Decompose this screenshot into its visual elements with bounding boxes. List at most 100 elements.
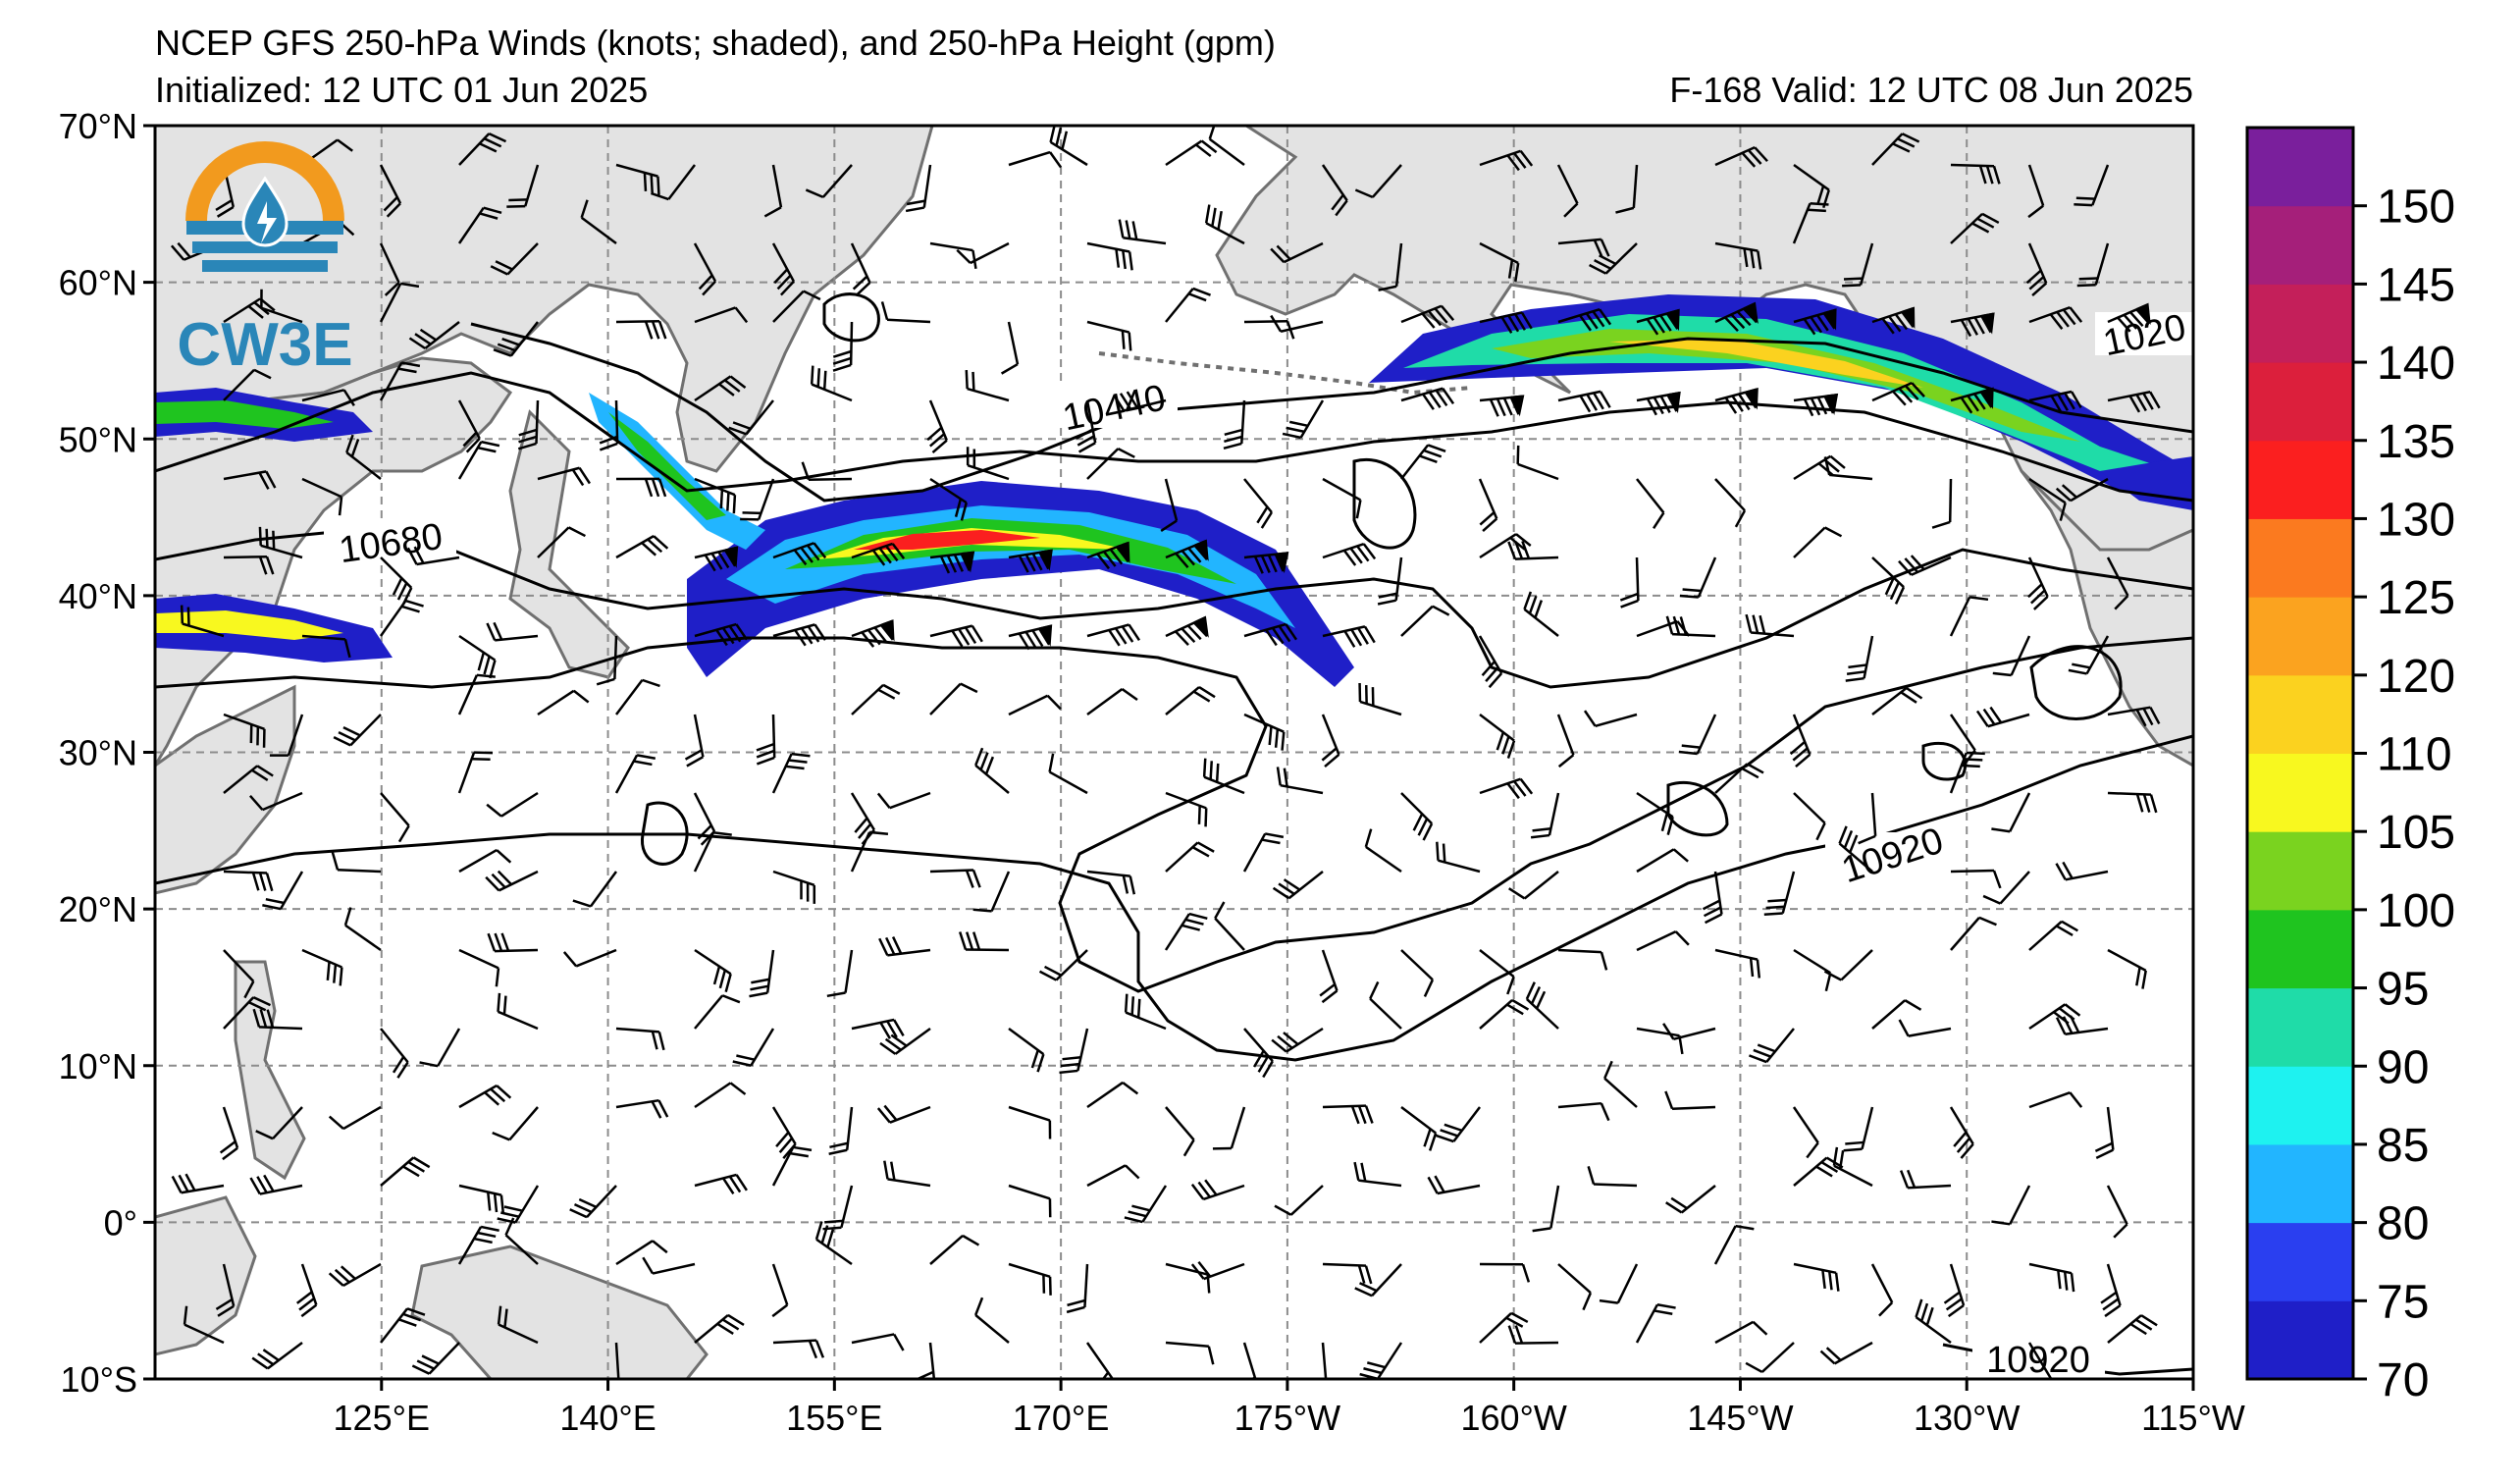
wind-barb xyxy=(1322,625,1376,648)
wind-barb xyxy=(642,1256,696,1275)
wind-barb xyxy=(1282,399,1325,440)
wind-barb xyxy=(1508,871,1559,900)
wind-barb xyxy=(1479,998,1530,1030)
colorbar-tick-label: 80 xyxy=(2377,1198,2429,1250)
wind-barb xyxy=(615,163,660,195)
wind-barb xyxy=(1321,164,1348,217)
colorbar-segment xyxy=(2247,284,2353,363)
wind-barb xyxy=(694,622,749,647)
wind-barb xyxy=(1838,825,1873,873)
wind-barb xyxy=(249,1174,303,1195)
wind-barb xyxy=(1949,751,1985,794)
wind-barb xyxy=(1871,306,1916,335)
wind-barb xyxy=(1619,556,1640,609)
wind-barb xyxy=(1557,390,1611,413)
wind-barb xyxy=(694,477,737,514)
wind-barb xyxy=(537,526,586,558)
wind-barb xyxy=(615,1098,669,1119)
wind-barb xyxy=(223,765,274,794)
wind-barb xyxy=(1714,763,1764,794)
contour-10680 xyxy=(155,528,2193,689)
wind-barb xyxy=(763,164,783,218)
colorbar-segment xyxy=(2247,362,2353,442)
wind-barb xyxy=(1714,1320,1768,1345)
wind-barb xyxy=(1665,1185,1716,1214)
wind-barb xyxy=(2027,1342,2053,1379)
wind-barb xyxy=(1832,1146,1873,1188)
wind-barb xyxy=(457,399,481,453)
wind-barb xyxy=(1086,541,1130,570)
lon-tick-label: 175°W xyxy=(1234,1398,1340,1438)
wind-barb xyxy=(1353,1161,1402,1188)
lon-tick-label: 125°E xyxy=(334,1398,430,1438)
wind-barb xyxy=(1086,623,1141,647)
wind-barb xyxy=(1400,304,1455,329)
wind-barb xyxy=(1842,242,1874,288)
wind-barb xyxy=(1793,308,1837,336)
wind-barb xyxy=(1507,540,1559,560)
wind-barb xyxy=(2076,242,2110,288)
wind-barb xyxy=(1898,555,1952,576)
wind-barb xyxy=(486,621,539,642)
wind-barb xyxy=(1243,478,1273,529)
wind-barb xyxy=(966,447,1010,481)
wind-barb xyxy=(599,399,619,451)
wind-barb xyxy=(1400,605,1450,637)
lon-tick-label: 170°E xyxy=(1013,1398,1109,1438)
wind-barb xyxy=(1378,242,1403,291)
wind-barb xyxy=(328,1105,382,1131)
wind-barb xyxy=(1713,1224,1755,1265)
wind-barb xyxy=(1714,948,1761,979)
wind-barb xyxy=(1557,1263,1593,1311)
wind-barb xyxy=(1583,710,1638,728)
wind-barb xyxy=(458,948,500,987)
wind-barb xyxy=(1165,841,1215,873)
wind-barb xyxy=(1369,980,1402,1030)
wind-barb xyxy=(1943,1263,1966,1318)
jet-central-pacific-green xyxy=(785,518,1236,584)
wind-barb xyxy=(1165,139,1218,167)
colorbar-segment xyxy=(2247,753,2353,832)
wind-barb xyxy=(506,164,540,208)
wind-barb xyxy=(651,164,696,201)
wind-barb xyxy=(1086,241,1133,271)
wind-barb xyxy=(1479,149,1534,172)
wind-barb xyxy=(1557,948,1608,971)
wind-barb xyxy=(1436,841,1481,874)
wind-barb xyxy=(1557,307,1612,332)
wind-barb xyxy=(805,164,853,199)
wind-barb xyxy=(972,871,1011,913)
wind-barb xyxy=(694,1082,747,1109)
wind-barb xyxy=(2094,1106,2115,1159)
land-aleutians xyxy=(1098,351,1473,396)
wind-barb xyxy=(1635,1303,1676,1344)
colorbar-segment xyxy=(2247,205,2353,285)
wind-barb xyxy=(929,477,969,521)
wind-barb xyxy=(1931,478,1953,529)
colorbar-segment xyxy=(2247,128,2353,207)
wind-barb xyxy=(1949,1106,1974,1159)
wind-barb xyxy=(1525,981,1559,1030)
wind-barb xyxy=(810,365,853,402)
wind-barb xyxy=(180,605,225,638)
wind-barb xyxy=(248,791,303,812)
wind-barb xyxy=(1950,387,1994,414)
wind-barb xyxy=(1270,314,1324,333)
wind-barb xyxy=(1745,1342,1795,1374)
wind-barb xyxy=(814,1221,853,1266)
wind-barb xyxy=(1066,1263,1089,1314)
wind-barb xyxy=(1400,444,1446,480)
wind-barb xyxy=(929,551,975,574)
wind-barb xyxy=(379,242,400,296)
wind-barb xyxy=(1322,477,1362,519)
wind-barb xyxy=(1871,686,1923,715)
wind-barb xyxy=(929,624,983,648)
wind-barb xyxy=(749,949,775,998)
wind-barb xyxy=(1982,871,2030,905)
colorbar-segment xyxy=(2247,440,2353,519)
wind-barb xyxy=(1400,1106,1438,1151)
wind-barb xyxy=(771,1106,797,1159)
wind-barb xyxy=(1556,714,1575,768)
wind-barb xyxy=(879,1027,931,1055)
wind-barb xyxy=(1321,714,1340,768)
